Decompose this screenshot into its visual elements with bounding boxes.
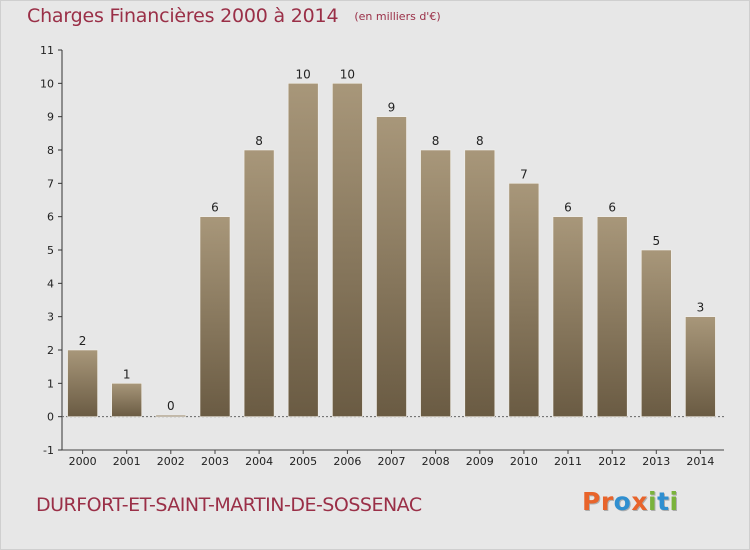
bar-2013 <box>640 249 672 417</box>
bar-2005 <box>287 83 319 417</box>
y-tick-label: 6 <box>47 211 54 224</box>
value-label-2001: 1 <box>123 367 131 381</box>
x-tick-label-2005: 2005 <box>289 455 317 468</box>
value-label-2003: 6 <box>211 201 219 215</box>
logo-letter: t <box>657 487 670 516</box>
logo-letter: i <box>669 487 679 516</box>
value-label-2007: 9 <box>388 101 396 115</box>
value-label-2000: 2 <box>79 334 87 348</box>
x-tick-label-2011: 2011 <box>554 455 582 468</box>
chart-title: Charges Financières 2000 à 2014 <box>27 5 339 27</box>
logo-letter: x <box>631 487 648 516</box>
bar-2000 <box>67 349 98 417</box>
chart-unit: (en milliers d'€) <box>354 10 441 23</box>
y-tick-label: 5 <box>47 244 54 257</box>
x-tick-label-2002: 2002 <box>157 455 185 468</box>
x-tick-label-2009: 2009 <box>466 455 494 468</box>
bar-2001 <box>111 382 142 417</box>
x-tick-label-2003: 2003 <box>201 455 229 468</box>
y-tick-label: 2 <box>47 344 54 357</box>
chart-bars <box>67 83 716 418</box>
proxiti-logo[interactable]: Proxiti <box>582 487 679 516</box>
x-tick-label-2012: 2012 <box>598 455 626 468</box>
x-tick-label-2001: 2001 <box>113 455 141 468</box>
x-tick-label-2007: 2007 <box>378 455 406 468</box>
y-tick-label: -1 <box>43 444 54 457</box>
chart-header: Charges Financières 2000 à 2014 (en milli… <box>27 5 441 27</box>
x-tick-label-2000: 2000 <box>69 455 97 468</box>
y-tick-label: 0 <box>47 411 54 424</box>
bar-2014 <box>685 316 716 418</box>
bar-2012 <box>596 216 628 417</box>
value-label-2013: 5 <box>652 234 660 248</box>
x-tick-label-2004: 2004 <box>245 455 273 468</box>
value-label-2008: 8 <box>432 134 440 148</box>
bar-2006 <box>332 83 363 417</box>
x-tick-label-2013: 2013 <box>642 455 670 468</box>
value-label-2010: 7 <box>520 167 528 181</box>
x-tick-label-2008: 2008 <box>422 455 450 468</box>
value-label-2009: 8 <box>476 134 484 148</box>
value-label-2002: 0 <box>167 399 175 413</box>
bar-2007 <box>376 116 407 417</box>
value-label-2012: 6 <box>608 201 616 215</box>
bar-2008 <box>420 149 451 418</box>
bar-2003 <box>199 216 231 417</box>
y-tick-label: 10 <box>40 77 54 90</box>
x-tick-label-2006: 2006 <box>333 455 361 468</box>
value-label-2006: 10 <box>340 67 355 81</box>
y-tick-label: 11 <box>40 44 54 57</box>
chart-labels: 2 2000 1 2001 0 2002 6 2003 8 2004 10 2005 10 2006 9 20… <box>69 67 715 468</box>
bar-2011 <box>552 216 584 417</box>
value-label-2005: 10 <box>296 67 311 81</box>
y-tick-label: 7 <box>47 177 54 190</box>
value-label-2004: 8 <box>255 134 263 148</box>
logo-letter: o <box>613 487 632 516</box>
bar-2009 <box>464 149 496 418</box>
commune-name: DURFORT-ET-SAINT-MARTIN-DE-SOSSENAC <box>36 494 422 516</box>
y-tick-label: 4 <box>47 277 54 290</box>
x-tick-label-2014: 2014 <box>686 455 714 468</box>
bar-2002 <box>155 414 187 418</box>
value-label-2014: 3 <box>697 301 705 315</box>
x-tick-label-2010: 2010 <box>510 455 538 468</box>
y-tick-label: 3 <box>47 311 54 324</box>
y-tick-label: 9 <box>47 111 54 124</box>
logo-letter: r <box>600 487 614 516</box>
y-tick-label: 8 <box>47 144 54 157</box>
bar-2004 <box>243 149 275 418</box>
bar-2010 <box>508 183 540 417</box>
logo-letter: i <box>648 487 658 516</box>
y-tick-label: 1 <box>47 377 54 390</box>
value-label-2011: 6 <box>564 201 572 215</box>
logo-letter: P <box>582 487 601 516</box>
